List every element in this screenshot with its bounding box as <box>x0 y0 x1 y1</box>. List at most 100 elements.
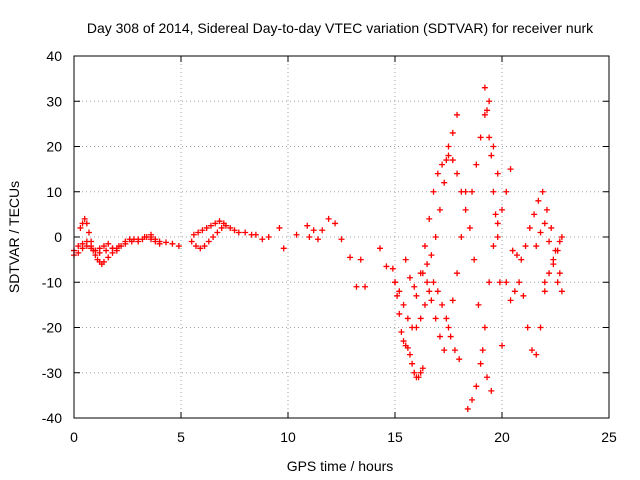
series-night-h <box>469 98 501 195</box>
data-point <box>518 256 525 263</box>
data-point <box>447 333 454 340</box>
data-point <box>541 279 548 286</box>
data-point <box>265 234 272 240</box>
data-point <box>486 279 493 286</box>
data-point <box>306 234 313 240</box>
data-point <box>541 220 548 227</box>
x-tick-label: 10 <box>280 429 296 445</box>
data-point <box>115 243 122 250</box>
series-night-g <box>464 166 514 412</box>
data-point <box>445 152 452 159</box>
data-point <box>526 224 533 231</box>
data-point <box>543 206 550 213</box>
data-point <box>445 143 452 150</box>
data-point <box>464 405 471 412</box>
data-point <box>550 256 557 263</box>
y-tick-label: 10 <box>46 184 62 200</box>
data-point <box>156 240 163 247</box>
data-point <box>513 252 520 259</box>
x-tick-label: 15 <box>387 429 403 445</box>
data-point <box>522 243 529 250</box>
data-point <box>75 249 82 256</box>
data-point <box>490 143 497 150</box>
x-tick-label: 25 <box>601 429 617 445</box>
data-point <box>426 215 433 222</box>
data-point <box>417 369 424 376</box>
data-point <box>79 245 86 252</box>
data-point <box>319 227 326 234</box>
data-point <box>332 220 339 227</box>
data-point <box>556 238 563 245</box>
data-point <box>83 243 90 250</box>
data-point <box>218 224 225 231</box>
data-point <box>430 279 437 286</box>
series-early-b <box>77 215 120 268</box>
data-point <box>210 234 217 240</box>
data-point <box>377 245 384 252</box>
series-late-d <box>541 234 565 286</box>
data-point <box>392 279 398 286</box>
data-point <box>419 365 426 372</box>
data-point <box>201 243 208 250</box>
data-point <box>195 229 202 236</box>
data-point <box>449 157 456 164</box>
data-point <box>428 297 435 304</box>
data-point <box>417 315 424 322</box>
data-point <box>419 270 426 277</box>
series-night-e <box>424 188 469 354</box>
data-point <box>100 258 107 265</box>
data-point <box>389 265 396 272</box>
data-point <box>338 236 345 243</box>
data-point <box>413 292 420 299</box>
data-point <box>406 274 413 281</box>
data-point <box>413 324 420 331</box>
data-point <box>556 270 563 277</box>
data-point <box>507 297 514 304</box>
series-late-b <box>509 188 563 277</box>
data-point <box>105 240 112 247</box>
data-point <box>411 283 418 290</box>
data-point <box>503 188 510 195</box>
data-point <box>546 238 553 245</box>
data-point <box>406 351 413 358</box>
data-point <box>411 369 418 376</box>
data-point <box>77 224 84 231</box>
data-point <box>439 161 446 168</box>
data-point <box>541 288 548 295</box>
data-point <box>430 188 437 195</box>
data-point <box>109 245 116 252</box>
data-point <box>421 243 428 250</box>
data-point <box>216 218 223 225</box>
data-point <box>293 231 300 238</box>
y-tick-label: -10 <box>42 274 62 290</box>
data-point <box>205 238 212 245</box>
data-point <box>531 211 538 218</box>
data-point <box>400 338 407 345</box>
y-tick-label: 0 <box>54 229 62 245</box>
y-tick-label: -20 <box>42 320 62 336</box>
data-point <box>141 234 148 240</box>
data-point <box>492 211 499 218</box>
y-tick-label: 20 <box>46 139 62 155</box>
data-point <box>516 279 523 286</box>
data-point <box>128 238 135 245</box>
data-point <box>499 206 505 213</box>
data-point <box>163 239 170 246</box>
data-point <box>469 396 476 403</box>
data-point <box>259 236 266 243</box>
data-point <box>92 247 99 254</box>
data-point <box>88 245 95 252</box>
y-tick-label: 30 <box>46 93 62 109</box>
data-point <box>528 347 535 354</box>
data-point <box>81 215 88 222</box>
data-point <box>421 301 428 308</box>
plot-frame <box>73 55 610 419</box>
data-point <box>484 374 491 381</box>
data-point <box>428 252 435 259</box>
data-point <box>276 224 283 231</box>
data-point <box>458 234 465 240</box>
data-point <box>175 243 182 250</box>
data-point <box>314 236 321 243</box>
data-point <box>432 315 439 322</box>
data-point <box>454 111 461 118</box>
